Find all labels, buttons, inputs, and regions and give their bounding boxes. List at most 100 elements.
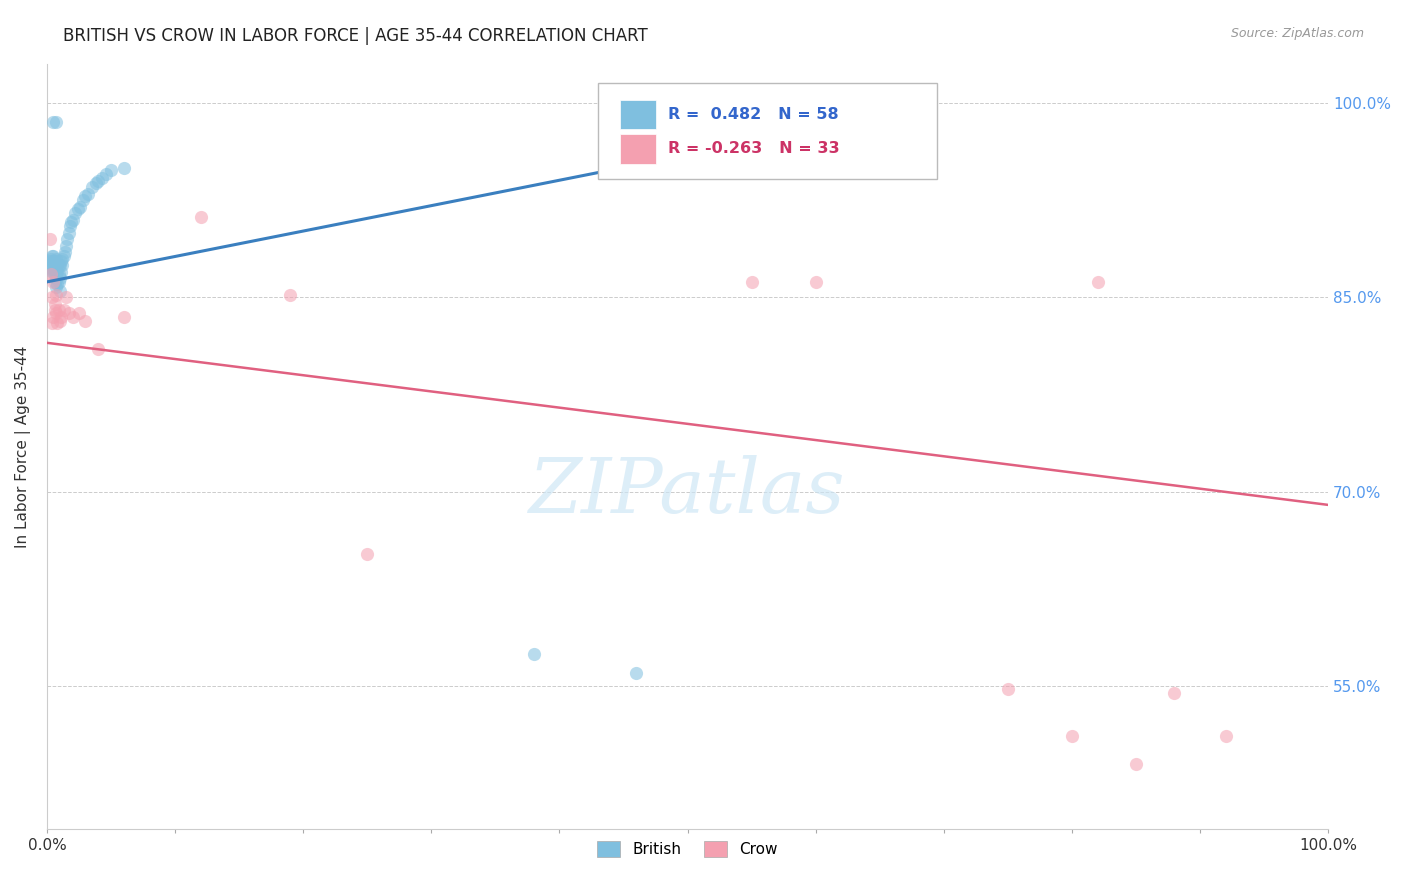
Point bbox=[52, 303, 75, 318]
Point bbox=[72, 193, 94, 207]
Point bbox=[45, 280, 67, 294]
Text: R = -0.263   N = 33: R = -0.263 N = 33 bbox=[668, 142, 839, 156]
Point bbox=[45, 288, 67, 302]
Point bbox=[94, 167, 117, 181]
Point bbox=[46, 271, 69, 285]
Point bbox=[53, 245, 76, 260]
Point bbox=[48, 258, 70, 272]
Point bbox=[100, 163, 122, 178]
Point bbox=[66, 202, 89, 217]
Point bbox=[41, 258, 63, 272]
Point bbox=[51, 258, 73, 272]
Point bbox=[44, 297, 66, 311]
Text: ZIPatlas: ZIPatlas bbox=[529, 456, 846, 530]
Point bbox=[49, 264, 72, 278]
Point bbox=[49, 258, 72, 272]
Point bbox=[45, 306, 67, 320]
Point bbox=[75, 314, 97, 328]
Point bbox=[1215, 729, 1237, 743]
Point bbox=[44, 254, 66, 268]
Point bbox=[67, 306, 90, 320]
Point bbox=[741, 275, 763, 289]
Point bbox=[55, 290, 77, 304]
Point bbox=[804, 275, 827, 289]
Point bbox=[48, 275, 70, 289]
Point bbox=[46, 317, 69, 331]
Point bbox=[63, 206, 86, 220]
Point bbox=[356, 547, 378, 561]
Point bbox=[58, 226, 80, 240]
Text: Source: ZipAtlas.com: Source: ZipAtlas.com bbox=[1230, 27, 1364, 40]
Point bbox=[41, 290, 63, 304]
Point bbox=[91, 171, 114, 186]
Point bbox=[41, 317, 63, 331]
Point bbox=[62, 310, 84, 324]
Point bbox=[997, 681, 1019, 696]
Point bbox=[42, 275, 65, 289]
Point bbox=[48, 303, 70, 318]
Point bbox=[55, 238, 77, 252]
Y-axis label: In Labor Force | Age 35-44: In Labor Force | Age 35-44 bbox=[15, 345, 31, 548]
Point bbox=[49, 314, 72, 328]
Point bbox=[59, 219, 82, 234]
Point bbox=[112, 310, 135, 324]
Point bbox=[44, 275, 66, 289]
Point bbox=[44, 303, 66, 318]
Point bbox=[87, 343, 110, 357]
Point bbox=[44, 264, 66, 278]
Point bbox=[69, 200, 91, 214]
Text: R =  0.482   N = 58: R = 0.482 N = 58 bbox=[668, 107, 839, 122]
Point bbox=[523, 647, 546, 661]
Point bbox=[80, 180, 103, 194]
Point bbox=[42, 310, 65, 324]
Point bbox=[46, 264, 69, 278]
Point bbox=[62, 212, 84, 227]
Point bbox=[45, 252, 67, 266]
Point bbox=[1060, 729, 1083, 743]
Point bbox=[46, 277, 69, 292]
Point bbox=[39, 252, 62, 266]
Point bbox=[45, 271, 67, 285]
Text: BRITISH VS CROW IN LABOR FORCE | AGE 35-44 CORRELATION CHART: BRITISH VS CROW IN LABOR FORCE | AGE 35-… bbox=[63, 27, 648, 45]
Point bbox=[626, 666, 648, 681]
Legend: British, Crow: British, Crow bbox=[591, 835, 785, 863]
FancyBboxPatch shape bbox=[598, 83, 938, 178]
Point bbox=[42, 249, 65, 263]
Point bbox=[38, 232, 60, 246]
Point bbox=[49, 284, 72, 298]
Point bbox=[45, 115, 67, 129]
Point bbox=[48, 267, 70, 281]
Point bbox=[46, 258, 69, 272]
Point bbox=[39, 267, 62, 281]
Point bbox=[49, 254, 72, 268]
Point bbox=[87, 174, 110, 188]
Point bbox=[77, 186, 100, 201]
Point bbox=[280, 288, 302, 302]
Point bbox=[42, 115, 65, 129]
Point bbox=[42, 254, 65, 268]
Point bbox=[58, 306, 80, 320]
Point bbox=[84, 177, 107, 191]
Point bbox=[1125, 757, 1147, 772]
FancyBboxPatch shape bbox=[620, 100, 655, 129]
Point bbox=[45, 264, 67, 278]
Point bbox=[49, 310, 72, 324]
Point bbox=[52, 249, 75, 263]
FancyBboxPatch shape bbox=[620, 135, 655, 163]
Point bbox=[75, 189, 97, 203]
Point bbox=[190, 210, 212, 224]
Point bbox=[51, 252, 73, 266]
Point bbox=[39, 261, 62, 276]
Point bbox=[1087, 275, 1109, 289]
Point bbox=[44, 258, 66, 272]
Point bbox=[41, 264, 63, 278]
Point bbox=[56, 232, 79, 246]
Point bbox=[112, 161, 135, 175]
Point bbox=[42, 258, 65, 272]
Point bbox=[38, 254, 60, 268]
Point bbox=[45, 258, 67, 272]
Point bbox=[1163, 686, 1185, 700]
Point bbox=[60, 215, 83, 229]
Point bbox=[49, 271, 72, 285]
Point bbox=[41, 249, 63, 263]
